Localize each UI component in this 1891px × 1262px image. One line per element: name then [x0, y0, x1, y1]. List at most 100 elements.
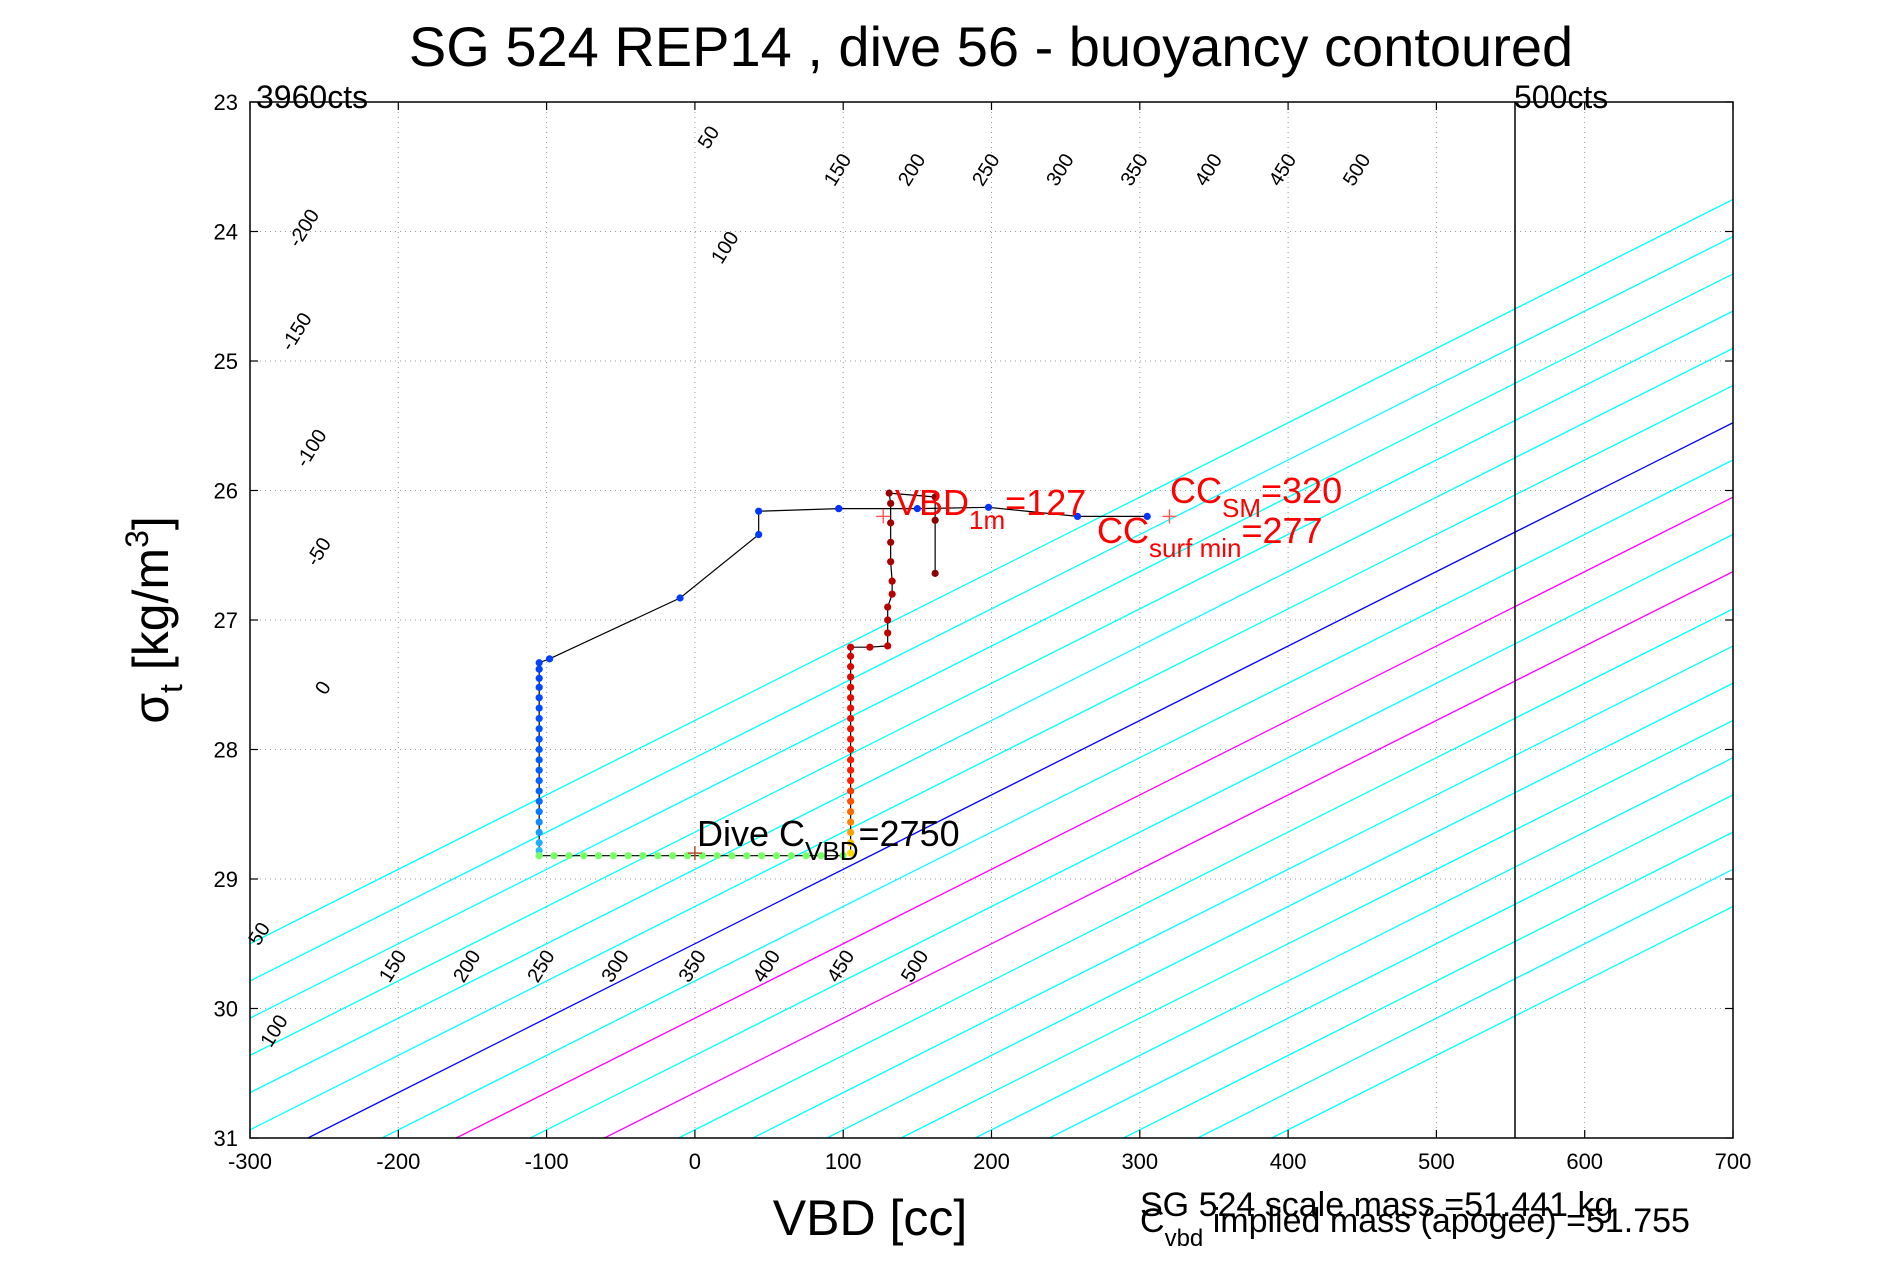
descent-track-point	[545, 655, 554, 663]
bottom-track-point	[550, 852, 558, 860]
bottom-track-point	[639, 852, 647, 860]
ascent-track-point	[931, 516, 939, 524]
implied-mass-text: Cvbd implied mass (apogee) =51.755	[1140, 1202, 1690, 1252]
ascent-track-point	[847, 714, 855, 723]
contour-line	[1270, 905, 1733, 1138]
contour-line	[250, 347, 1733, 1094]
contour-line	[602, 570, 1733, 1138]
y-tick-label: 25	[214, 349, 238, 374]
descent-track-point	[835, 505, 843, 513]
descent-track-point	[676, 594, 684, 602]
ascent-track-point	[866, 643, 874, 651]
ascent-track-point	[884, 629, 892, 637]
x-tick-label: 300	[1121, 1149, 1158, 1174]
bottom-track-point	[624, 852, 632, 860]
scale-mass-text: SG 524 scale mass =51.441 kg	[1140, 1186, 1613, 1224]
y-tick-label: 24	[214, 220, 238, 245]
contour-line	[306, 422, 1733, 1138]
x-tick-label: 400	[1270, 1149, 1307, 1174]
descent-track-point	[755, 507, 763, 515]
x-tick-label: 500	[1418, 1149, 1455, 1174]
bottom-track-point	[669, 852, 677, 860]
descent-track-point	[535, 776, 543, 785]
contour-line	[899, 719, 1733, 1138]
contour-line	[1047, 794, 1733, 1138]
bottom-track-point	[580, 852, 588, 860]
bottom-track-point	[787, 852, 795, 860]
descent-track-point	[535, 839, 543, 847]
contour-line	[528, 533, 1733, 1138]
x-tick-label: 700	[1715, 1149, 1752, 1174]
x-tick-label: -300	[228, 1149, 272, 1174]
contour-line	[1196, 868, 1733, 1138]
y-tick-label: 23	[214, 90, 238, 115]
contour-line	[250, 273, 1733, 1019]
contour-line	[250, 384, 1733, 1131]
bottom-track-point	[713, 852, 721, 860]
descent-track-point	[535, 674, 543, 682]
ascent-track-point	[847, 849, 855, 857]
cc-marker	[1162, 509, 1177, 524]
descent-track-point	[535, 704, 543, 712]
descent-track-point	[535, 714, 543, 723]
descent-track-point	[535, 818, 543, 826]
contour-line	[250, 198, 1733, 945]
bottom-track-point	[772, 852, 781, 860]
descent-track-point	[535, 787, 543, 795]
bottom-track-point	[839, 852, 847, 860]
bottom-track-point	[817, 852, 825, 860]
bottom-track-point	[654, 852, 662, 860]
ascent-track-point	[847, 694, 855, 702]
y-tick-label: 26	[214, 479, 238, 504]
dive-cvbd-annotation: Dive CVBD=2750	[697, 813, 960, 866]
descent-track-point	[755, 530, 763, 539]
descent-track-point	[535, 725, 543, 733]
ascent-track-point	[931, 569, 939, 577]
ascent-track-point	[887, 519, 895, 527]
y-tick-label: 28	[214, 738, 238, 763]
bottom-track-point	[743, 852, 751, 860]
ascent-track-point	[847, 756, 855, 764]
ascent-track-point	[847, 683, 855, 691]
ascent-track-point	[847, 745, 855, 754]
descent-track-point	[535, 766, 543, 774]
contour-line	[677, 608, 1733, 1138]
ascent-track-point	[847, 643, 855, 651]
bottom-track-point	[535, 852, 543, 860]
contour-line	[250, 310, 1733, 1057]
cc-surf-min-annotation: CCsurf min=277	[1097, 510, 1323, 563]
descent-track-point	[535, 735, 543, 743]
left-counts-label: 3960cts	[256, 79, 368, 115]
x-tick-label: 200	[973, 1149, 1010, 1174]
ascent-track-point	[847, 735, 855, 743]
ascent-track-point	[847, 808, 855, 816]
y-tick-label: 27	[214, 608, 238, 633]
bottom-track-point	[698, 852, 706, 860]
y-tick-label: 31	[214, 1126, 238, 1151]
descent-track-point	[535, 756, 543, 764]
bottom-track-point	[802, 852, 810, 860]
ascent-track-point	[847, 766, 855, 774]
descent-track-point	[535, 665, 543, 673]
ascent-track-point	[887, 538, 895, 546]
ascent-track-point	[888, 590, 896, 598]
ascent-track-point	[888, 577, 896, 585]
contour-line	[825, 682, 1733, 1138]
contour-line	[973, 756, 1733, 1138]
contour-lines	[250, 198, 1733, 1138]
ascent-track-point	[847, 776, 855, 785]
ascent-track-point	[885, 489, 893, 497]
x-tick-label: -100	[525, 1149, 569, 1174]
bottom-track-point	[758, 852, 766, 860]
x-tick-label: -200	[376, 1149, 420, 1174]
bottom-track-point	[565, 852, 573, 860]
bottom-track-point	[683, 852, 692, 860]
contour-line	[751, 645, 1733, 1138]
descent-track-point	[535, 683, 543, 691]
dive-tracks	[535, 489, 1177, 861]
dive-cvbd-marker	[687, 846, 702, 861]
ascent-track-point	[887, 499, 895, 508]
ascent-track-point	[847, 828, 855, 836]
cc-sm-annotation: CCSM=320	[1170, 470, 1342, 523]
